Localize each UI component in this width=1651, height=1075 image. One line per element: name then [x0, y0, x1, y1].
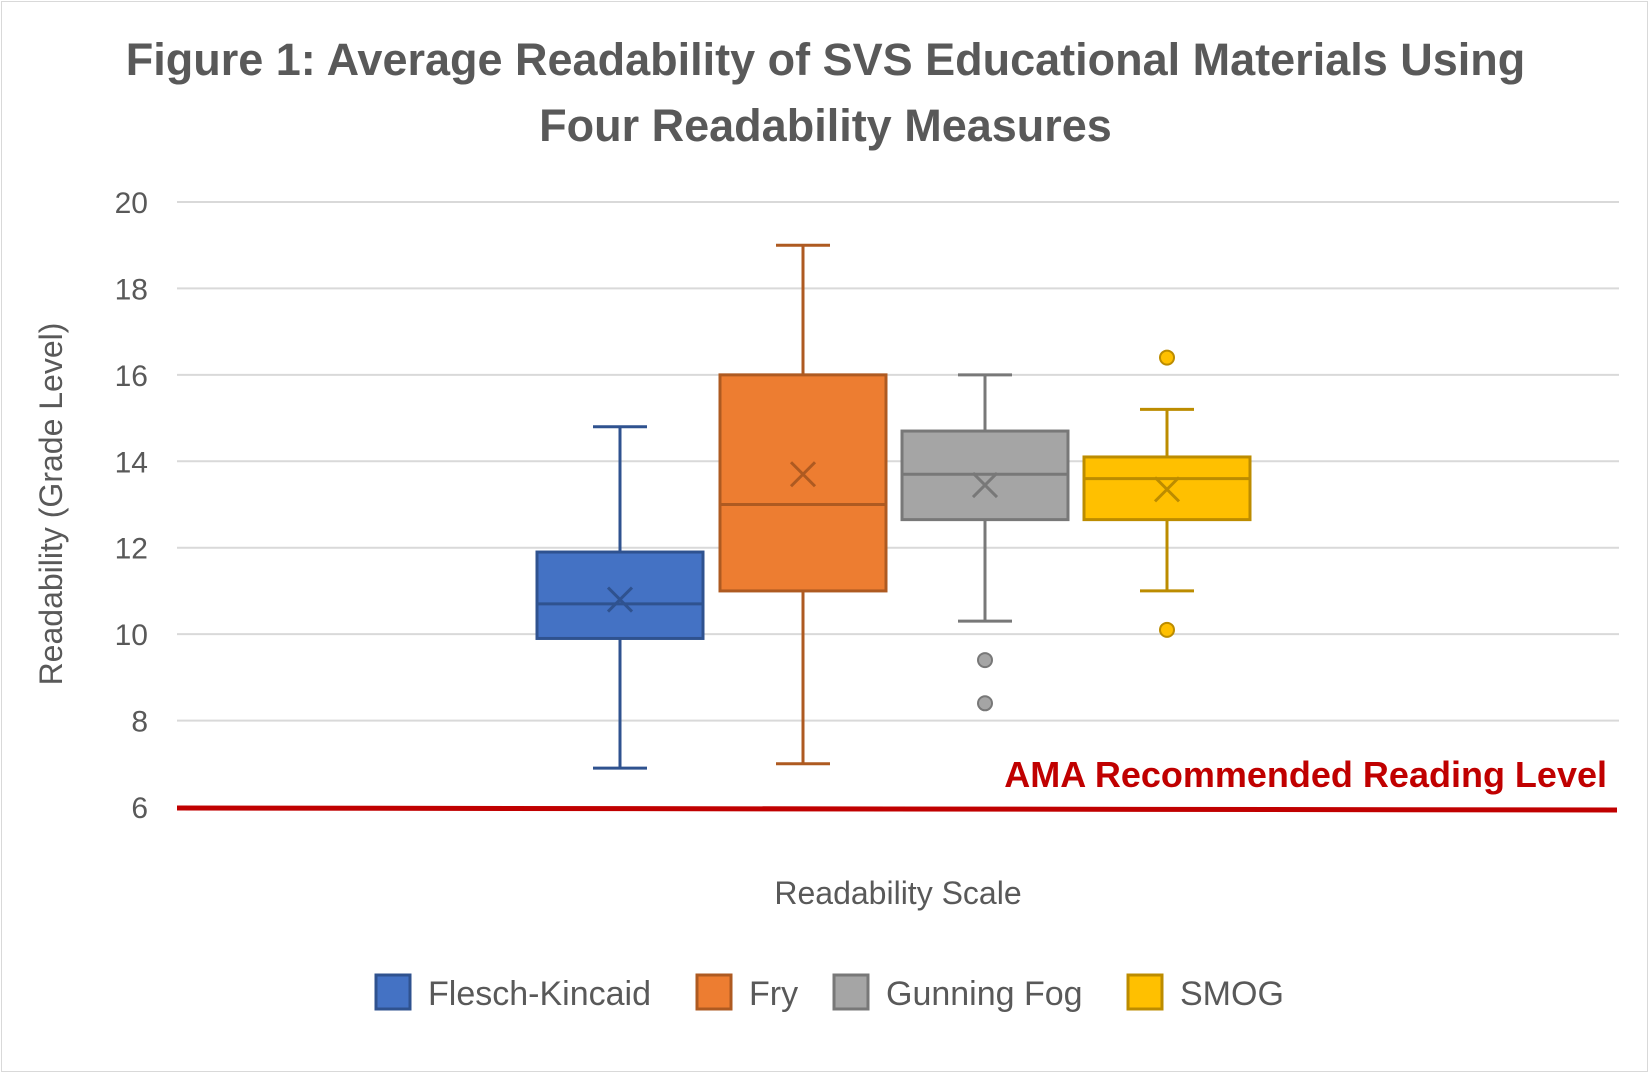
- mean-marker-flesch-kincaid: [606, 586, 634, 613]
- legend-label-fry: Fry: [749, 975, 798, 1013]
- y-tick-labels: 6 8 10 12 14 16 18 20: [115, 187, 148, 825]
- y-axis-title: Readability (Grade Level): [33, 323, 69, 686]
- outlier-point-gunning-fog-1: [977, 695, 993, 712]
- y-tick-label-14: 14: [115, 446, 148, 479]
- iqr-box-flesch-kincaid: [535, 550, 705, 640]
- box-smog: [1082, 349, 1252, 638]
- y-tick-label-8: 8: [131, 706, 148, 739]
- reference-line-group: AMA Recommended Reading Level: [176, 754, 1618, 813]
- outlier-point-smog-0: [1159, 349, 1175, 366]
- legend: Flesch-Kincaid Fry Gunning Fog SMOG: [374, 973, 1284, 1013]
- y-tick-label-20: 20: [115, 187, 148, 220]
- ama-reference-line: [176, 805, 1618, 813]
- gridlines: [177, 201, 1619, 722]
- y-tick-label-16: 16: [115, 360, 148, 393]
- outlier-point-smog-1: [1159, 621, 1175, 638]
- chart-title-line-1: Figure 1: Average Readability of SVS Edu…: [125, 34, 1526, 85]
- y-tick-label-12: 12: [115, 533, 148, 566]
- legend-swatch-smog: [1126, 973, 1164, 1011]
- box-fry: [718, 243, 888, 766]
- box-series: [535, 243, 1252, 770]
- legend-label-flesch-kincaid: Flesch-Kincaid: [428, 975, 651, 1013]
- legend-swatch-flesch-kincaid: [374, 973, 412, 1011]
- y-tick-label-6: 6: [131, 792, 148, 825]
- mean-marker-smog: [1153, 476, 1181, 503]
- legend-swatch-gunning-fog: [832, 973, 870, 1011]
- outlier-point-gunning-fog-0: [977, 652, 993, 669]
- x-axis-title: Readability Scale: [774, 875, 1021, 911]
- legend-label-gunning-fog: Gunning Fog: [886, 975, 1083, 1013]
- mean-marker-fry: [789, 461, 817, 488]
- iqr-box-fry: [718, 373, 888, 593]
- box-flesch-kincaid: [535, 425, 705, 770]
- ama-reference-label: AMA Recommended Reading Level: [1004, 754, 1607, 795]
- legend-label-smog: SMOG: [1180, 975, 1284, 1013]
- chart-title-line-2: Four Readability Measures: [539, 100, 1112, 151]
- y-tick-label-10: 10: [115, 619, 148, 652]
- mean-marker-gunning-fog: [971, 471, 999, 499]
- box-gunning-fog: [900, 373, 1070, 712]
- y-tick-label-18: 18: [115, 273, 148, 306]
- legend-swatch-fry: [695, 973, 733, 1011]
